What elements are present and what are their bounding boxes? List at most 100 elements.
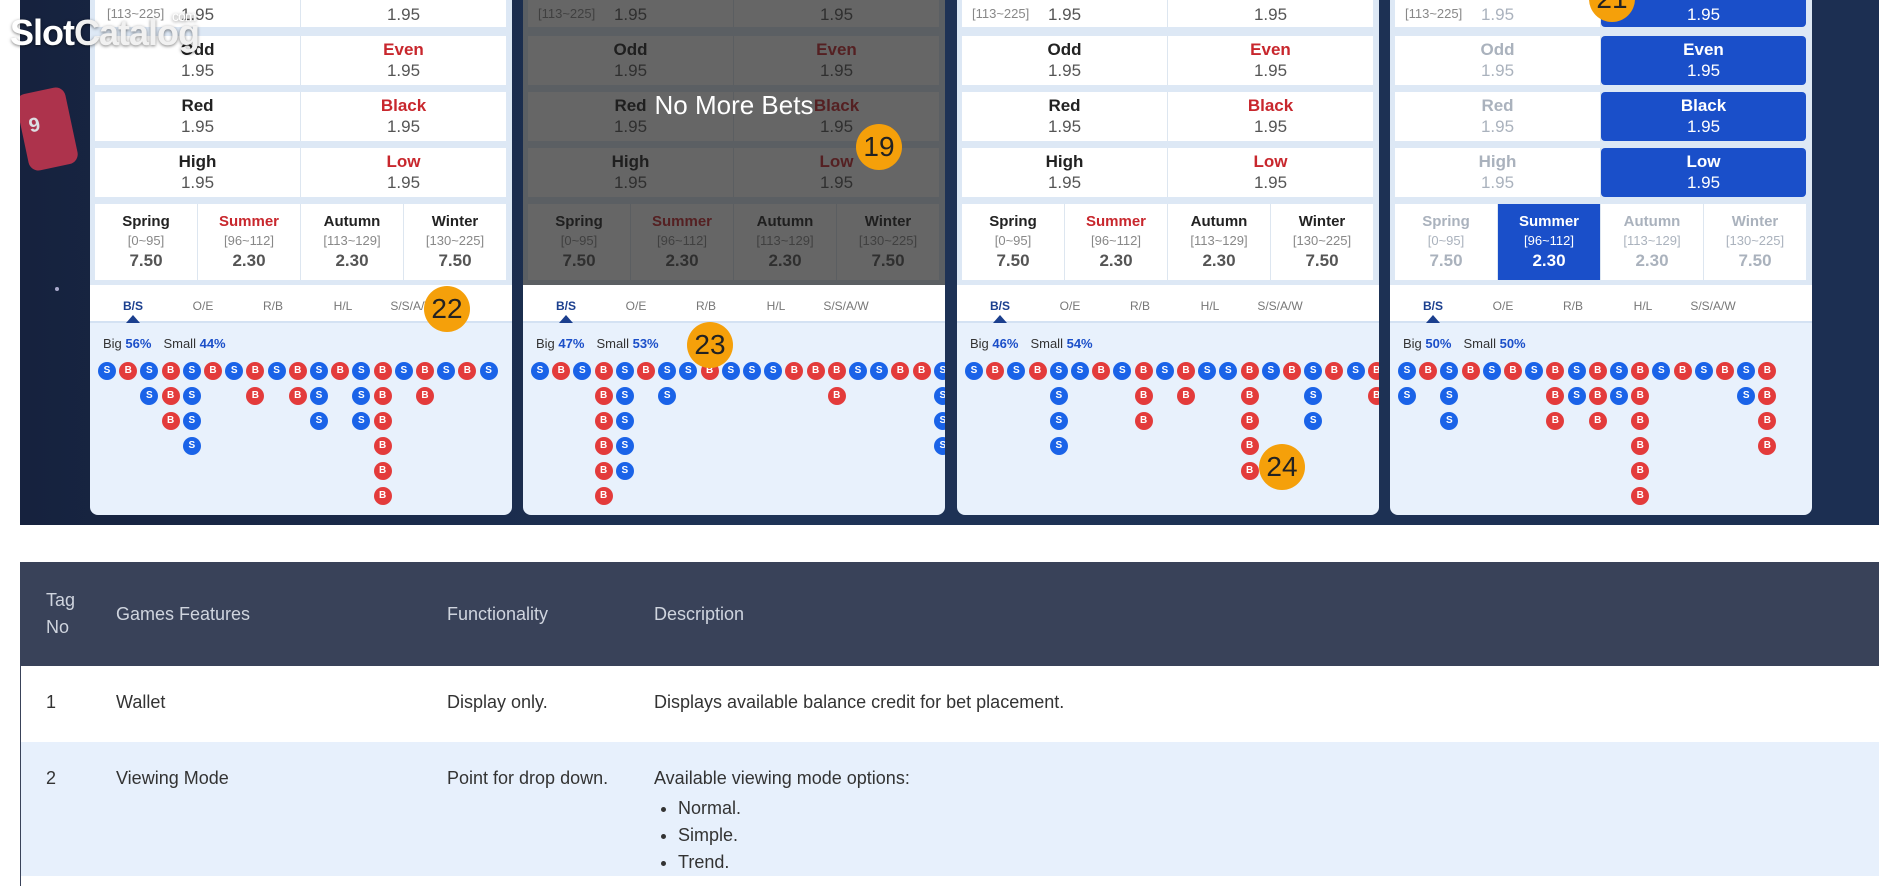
tab-h-l[interactable]: H/L — [1633, 299, 1653, 313]
bet-cell-top-right[interactable]: [0~112]1.95 — [301, 0, 506, 27]
watermark-logo: SlotCatalog com — [10, 8, 200, 53]
big-marker: B — [806, 362, 825, 380]
season-cell-winter[interactable]: Winter [130~225] 7.50 — [1271, 204, 1373, 280]
small-marker: S — [1261, 362, 1280, 380]
big-marker: B — [637, 362, 655, 380]
small-marker: S — [352, 412, 371, 430]
season-cell-spring[interactable]: Spring [0~95] 7.50 — [1395, 204, 1498, 280]
small-marker: S — [615, 437, 634, 455]
tab-r-b[interactable]: R/B — [695, 299, 716, 313]
season-range: [0~95] — [994, 233, 1032, 248]
tab-b-s[interactable]: B/S — [531, 285, 601, 323]
big-marker: B — [1758, 362, 1777, 380]
tab-b-s[interactable]: B/S — [1398, 285, 1468, 323]
season-cell-spring[interactable]: Spring [0~95] 7.50 — [95, 204, 198, 280]
bet-name: Low — [386, 151, 421, 171]
big-marker: B — [912, 362, 931, 380]
season-odds: 2.30 — [232, 251, 266, 270]
season-cell-spring[interactable]: Spring [0~95] 7.50 — [962, 204, 1065, 280]
odds-value: 1.95 — [1047, 4, 1082, 24]
table-header-row: Tag No Games Features Functionality Desc… — [20, 562, 1879, 666]
big-marker: B — [1546, 387, 1565, 405]
odds-value: 1.95 — [180, 4, 215, 24]
tab-h-l[interactable]: H/L — [766, 299, 786, 313]
annotation-tag-21: 21 — [1589, 0, 1635, 22]
bet-odds: 1.95 — [1047, 172, 1082, 192]
season-cell-summer[interactable]: Summer [96~112] 2.30 — [1065, 204, 1168, 280]
season-name: Autumn — [323, 213, 381, 230]
tab-s-s-a-w[interactable]: S/S/A/W — [823, 299, 869, 313]
season-cell-autumn[interactable]: Autumn [113~129] 2.30 — [1168, 204, 1271, 280]
star-decoration — [55, 287, 59, 291]
big-marker: B — [1134, 362, 1153, 380]
big-marker: B — [1588, 412, 1607, 430]
season-cell-summer[interactable]: Summer [96~112] 2.30 — [198, 204, 301, 280]
big-small-stats: Big 56% Small 44% — [103, 336, 238, 351]
tab-o-e[interactable]: O/E — [625, 299, 647, 313]
season-cell-autumn[interactable]: Autumn [113~129] 2.30 — [1601, 204, 1704, 280]
tab-o-e[interactable]: O/E — [1059, 299, 1081, 313]
big-label: Big — [970, 336, 989, 351]
tab-h-l[interactable]: H/L — [1200, 299, 1220, 313]
bet-cell-top-left[interactable]: [113~225] 1.95 — [95, 0, 301, 27]
tab-b-s[interactable]: B/S — [965, 285, 1035, 323]
season-cell-autumn[interactable]: Autumn [113~129] 2.30 — [301, 204, 404, 280]
tab-r-b[interactable]: R/B — [1129, 299, 1150, 313]
tab-h-l[interactable]: H/L — [333, 299, 353, 313]
small-marker: S — [1071, 362, 1089, 380]
small-label: Small — [1030, 336, 1063, 351]
tab-s-s-a-w[interactable]: S/S/A/W — [1690, 299, 1736, 313]
bet-cell-top-left[interactable]: [113~225] 1.95 — [962, 0, 1168, 27]
season-cell-winter[interactable]: Winter [130~225] 7.50 — [1704, 204, 1806, 280]
tab-s-s-a-w[interactable]: S/S/A/W — [1257, 299, 1303, 313]
big-marker: B — [1461, 362, 1480, 380]
big-marker: B — [1588, 387, 1607, 405]
list-item: Trend. — [678, 849, 1879, 876]
cell-tag: 1 — [46, 692, 57, 712]
small-marker: S — [849, 362, 867, 380]
big-marker: B — [331, 362, 350, 380]
big-marker: B — [594, 487, 613, 505]
tab-b-s[interactable]: B/S — [98, 285, 168, 323]
annotation-tag-24: 24 — [1259, 444, 1305, 490]
season-cell-winter[interactable]: Winter [130~225] 7.50 — [404, 204, 506, 280]
small-marker: S — [1198, 362, 1217, 380]
tab-r-b[interactable]: R/B — [1562, 299, 1583, 313]
bet-cell-top-right[interactable]: [0~112]1.95 — [1601, 0, 1806, 27]
tab-o-e[interactable]: O/E — [192, 299, 214, 313]
range-label: [113~225] — [972, 6, 1030, 21]
season-cell-summer[interactable]: Summer [96~112] 2.30 — [1498, 204, 1601, 280]
tab-o-e[interactable]: O/E — [1492, 299, 1514, 313]
small-marker: S — [531, 362, 549, 380]
cell-feature: Wallet — [116, 692, 166, 712]
bet-cell-top-right[interactable]: [0~112]1.95 — [1168, 0, 1373, 27]
small-percent: 44% — [199, 336, 226, 351]
small-marker: S — [437, 362, 456, 380]
season-odds: 2.30 — [1099, 251, 1133, 270]
bet-cell-top-left[interactable]: [113~225] 1.95 — [1395, 0, 1601, 27]
tab-r-b[interactable]: R/B — [262, 299, 283, 313]
bet-panel-2: [113~225]1.95[0~112]1.95Odd1.95Even1.95R… — [523, 0, 945, 515]
